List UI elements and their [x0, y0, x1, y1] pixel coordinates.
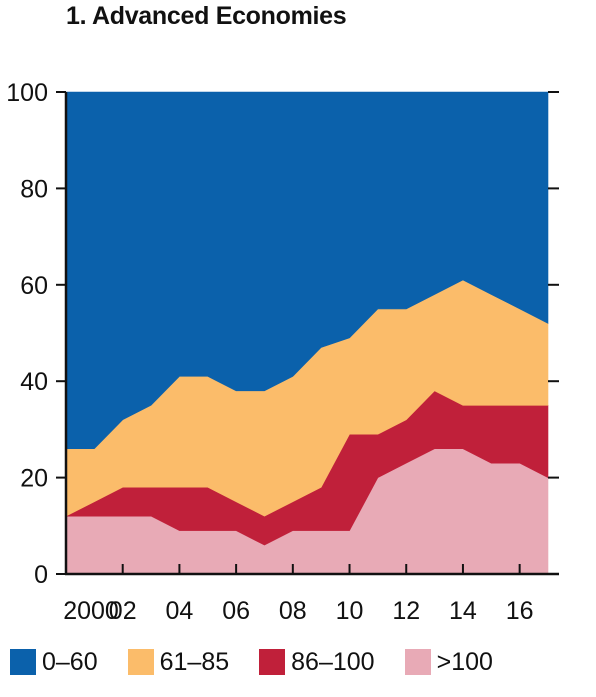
legend-label: 86–100	[291, 647, 375, 676]
area-series-3	[65, 91, 549, 449]
x-tick-label: 06	[222, 597, 250, 625]
legend-item: 86–100	[259, 647, 375, 677]
legend-item: 61–85	[127, 647, 230, 677]
legend-label: 0–60	[42, 647, 98, 676]
x-tick-label: 2000	[63, 597, 119, 625]
legend-swatch	[259, 649, 286, 675]
legend-item: 0–60	[10, 648, 98, 677]
x-tick-label: 04	[166, 597, 194, 625]
y-tick-label: 0	[34, 561, 48, 589]
x-tick-label: 08	[279, 597, 307, 625]
legend-swatch	[127, 649, 154, 675]
y-tick-label: 80	[20, 175, 48, 203]
y-tick-label: 40	[20, 368, 48, 396]
legend-label: 61–85	[159, 647, 230, 676]
y-tick-label: 100	[6, 79, 48, 107]
chart-axes	[64, 92, 559, 576]
chart-areas	[65, 91, 549, 575]
legend-label: >100	[436, 647, 493, 676]
legend-swatch	[10, 649, 36, 675]
y-tick-label: 20	[20, 465, 48, 493]
legend-swatch	[404, 649, 431, 675]
legend-item: >100	[404, 647, 493, 677]
x-tick-label: 02	[109, 597, 137, 625]
chart-legend: 0–60 61–85 86–100 >100	[10, 646, 493, 678]
chart-title: 1. Advanced Economies	[66, 2, 347, 30]
x-tick-label: 14	[449, 597, 477, 625]
x-tick-label: 10	[336, 597, 364, 625]
x-tick-label: 12	[392, 597, 420, 625]
x-tick-label: 16	[506, 597, 534, 625]
y-tick-label: 60	[20, 272, 48, 300]
